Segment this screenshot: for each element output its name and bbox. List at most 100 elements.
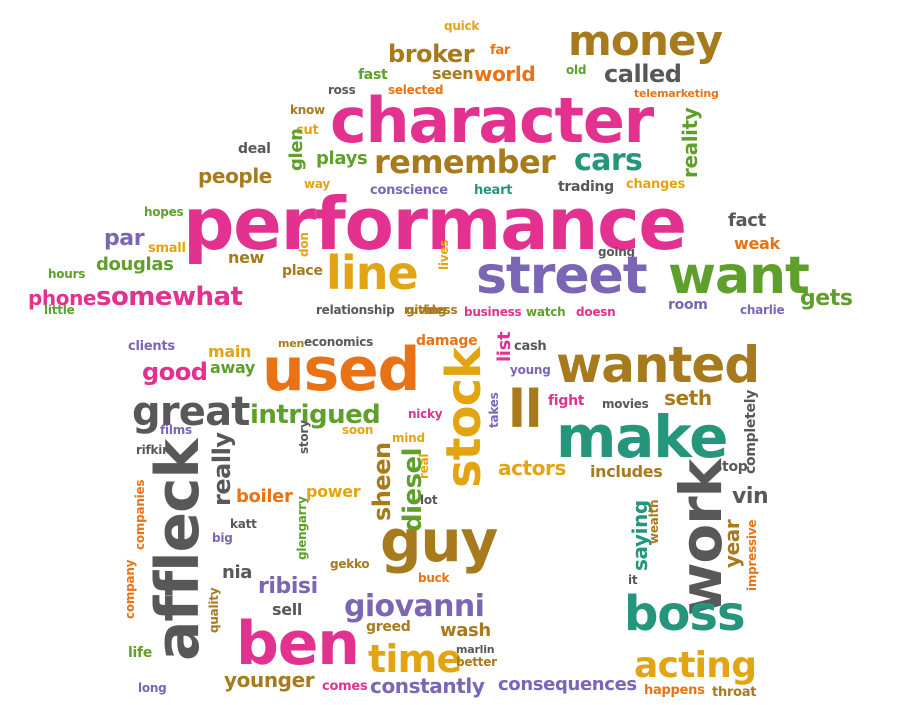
word-lives: lives [437, 239, 451, 270]
word-cut: cut [296, 123, 319, 138]
word-ross: ross [328, 83, 356, 97]
word-ll: ll [508, 380, 543, 440]
word-gets: gets [800, 286, 853, 311]
word-money: money [568, 16, 723, 65]
word-wash: wash [440, 620, 491, 641]
word-glengarry: glengarry [295, 496, 309, 560]
word-old: old [566, 63, 587, 77]
word-clients: clients [128, 339, 175, 354]
word-rifkin: rifkin [136, 443, 171, 457]
word-cars: cars [574, 143, 643, 178]
word-life: life [128, 645, 153, 661]
word-buck: buck [418, 571, 450, 585]
word-soon: soon [342, 423, 374, 437]
word-somewhat: somewhat [96, 282, 243, 312]
word-don: don [297, 232, 311, 257]
word-fight: fight [548, 393, 585, 409]
word-impressive: impressive [745, 519, 759, 591]
word-boiler: boiler [236, 486, 293, 507]
word-boss: boss [624, 586, 746, 642]
word-giovanni: giovanni [344, 589, 485, 624]
word-intrigued: intrigued [250, 400, 381, 430]
word-weak: weak [734, 234, 780, 253]
word-want: want [668, 246, 810, 306]
word-guy: guy [380, 507, 498, 575]
word-trading: trading [558, 179, 614, 195]
word-cash: cash [514, 339, 547, 354]
word-telemarketing: telemarketing [634, 87, 719, 100]
word-going: going [598, 245, 635, 259]
word-good: good [142, 358, 208, 386]
word-sell: sell [272, 600, 303, 619]
word-really: really [208, 432, 236, 506]
word-comes: comes [322, 679, 368, 694]
word-far: far [490, 43, 511, 58]
word-watch: watch [526, 305, 566, 319]
word-phone: phone [28, 286, 97, 310]
word-vin: vin [732, 484, 769, 509]
word-movies: movies [602, 397, 649, 411]
word-constantly: constantly [370, 674, 485, 698]
word-mind: mind [392, 431, 425, 445]
word-new: new [228, 248, 265, 267]
word-it: it [628, 573, 638, 587]
word-doesn: doesn [576, 305, 616, 319]
word-douglas: douglas [96, 254, 174, 275]
word-lot: lot [420, 493, 438, 507]
word-quality: quality [207, 587, 221, 633]
word-power: power [306, 482, 361, 501]
word-broker: broker [388, 40, 475, 68]
word-marlin: marlin [456, 643, 495, 656]
word-ben: ben [236, 609, 360, 679]
word-performance: performance [183, 182, 687, 266]
word-changes: changes [626, 177, 686, 192]
word-character: character [330, 84, 654, 157]
word-giving: giving [406, 303, 447, 317]
word-time: time [368, 637, 462, 681]
word-companies: companies [133, 479, 147, 550]
word-actors: actors [498, 456, 567, 480]
word-katt: katt [230, 517, 257, 531]
word-conscience: conscience [370, 183, 448, 198]
word-men: men [278, 337, 305, 350]
word-used: used [262, 335, 420, 405]
word-quick: quick [444, 19, 480, 33]
word-ruthless: ruthless [404, 303, 458, 317]
word-wanted: wanted [556, 336, 760, 394]
word-stock: stock [436, 347, 492, 488]
word-story: story [297, 420, 311, 454]
word-remember: remember [374, 143, 556, 181]
word-away: away [210, 358, 256, 377]
word-throat: throat [712, 685, 757, 700]
word-seth: seth [664, 386, 712, 410]
word-acting: acting [634, 645, 757, 686]
word-selected: selected [388, 83, 444, 97]
word-nicky: nicky [408, 407, 443, 421]
word-damage: damage [416, 333, 478, 349]
word-room: room [668, 297, 708, 313]
word-economics: economics [304, 335, 373, 349]
word-called: called [604, 60, 682, 88]
word-world: world [474, 62, 536, 86]
word-big: big [212, 531, 233, 545]
word-gekko: gekko [330, 557, 370, 571]
word-line: line [326, 246, 419, 300]
word-greed: greed [366, 619, 411, 635]
word-make: make [556, 403, 728, 471]
word-films: films [160, 423, 192, 437]
word-list: list [494, 331, 515, 362]
word-way: way [304, 177, 330, 191]
word-happens: happens [644, 683, 705, 698]
word-seen: seen [432, 64, 474, 83]
word-people: people [198, 164, 272, 188]
word-young: young [510, 363, 551, 377]
word-plays: plays [316, 148, 368, 169]
word-reality: reality [678, 107, 702, 178]
word-includes: includes [590, 462, 663, 481]
word-nia: nia [222, 562, 253, 583]
word-deal: deal [238, 141, 271, 157]
word-younger: younger [224, 668, 315, 692]
word-year: year [720, 519, 744, 568]
word-takes: takes [487, 392, 501, 428]
